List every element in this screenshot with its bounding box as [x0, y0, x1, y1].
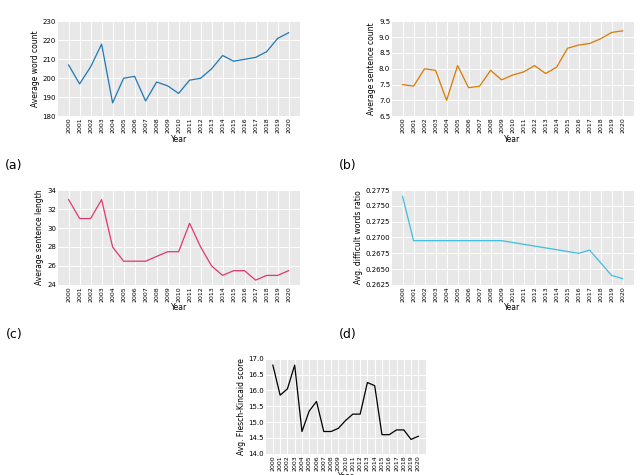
X-axis label: Year: Year [170, 135, 187, 144]
Text: (a): (a) [5, 159, 23, 172]
X-axis label: Year: Year [337, 472, 354, 475]
Y-axis label: Average sentence length: Average sentence length [35, 190, 44, 285]
Y-axis label: Average sentence count: Average sentence count [367, 22, 376, 115]
Text: (c): (c) [6, 328, 22, 341]
Y-axis label: Avg. Flesch-Kincaid score: Avg. Flesch-Kincaid score [237, 358, 246, 455]
Text: (b): (b) [339, 159, 357, 172]
X-axis label: Year: Year [504, 135, 521, 144]
Y-axis label: Avg. difficult words ratio: Avg. difficult words ratio [354, 190, 363, 285]
X-axis label: Year: Year [170, 304, 187, 313]
Text: (d): (d) [339, 328, 357, 341]
X-axis label: Year: Year [504, 304, 521, 313]
Y-axis label: Average word count: Average word count [31, 30, 40, 107]
